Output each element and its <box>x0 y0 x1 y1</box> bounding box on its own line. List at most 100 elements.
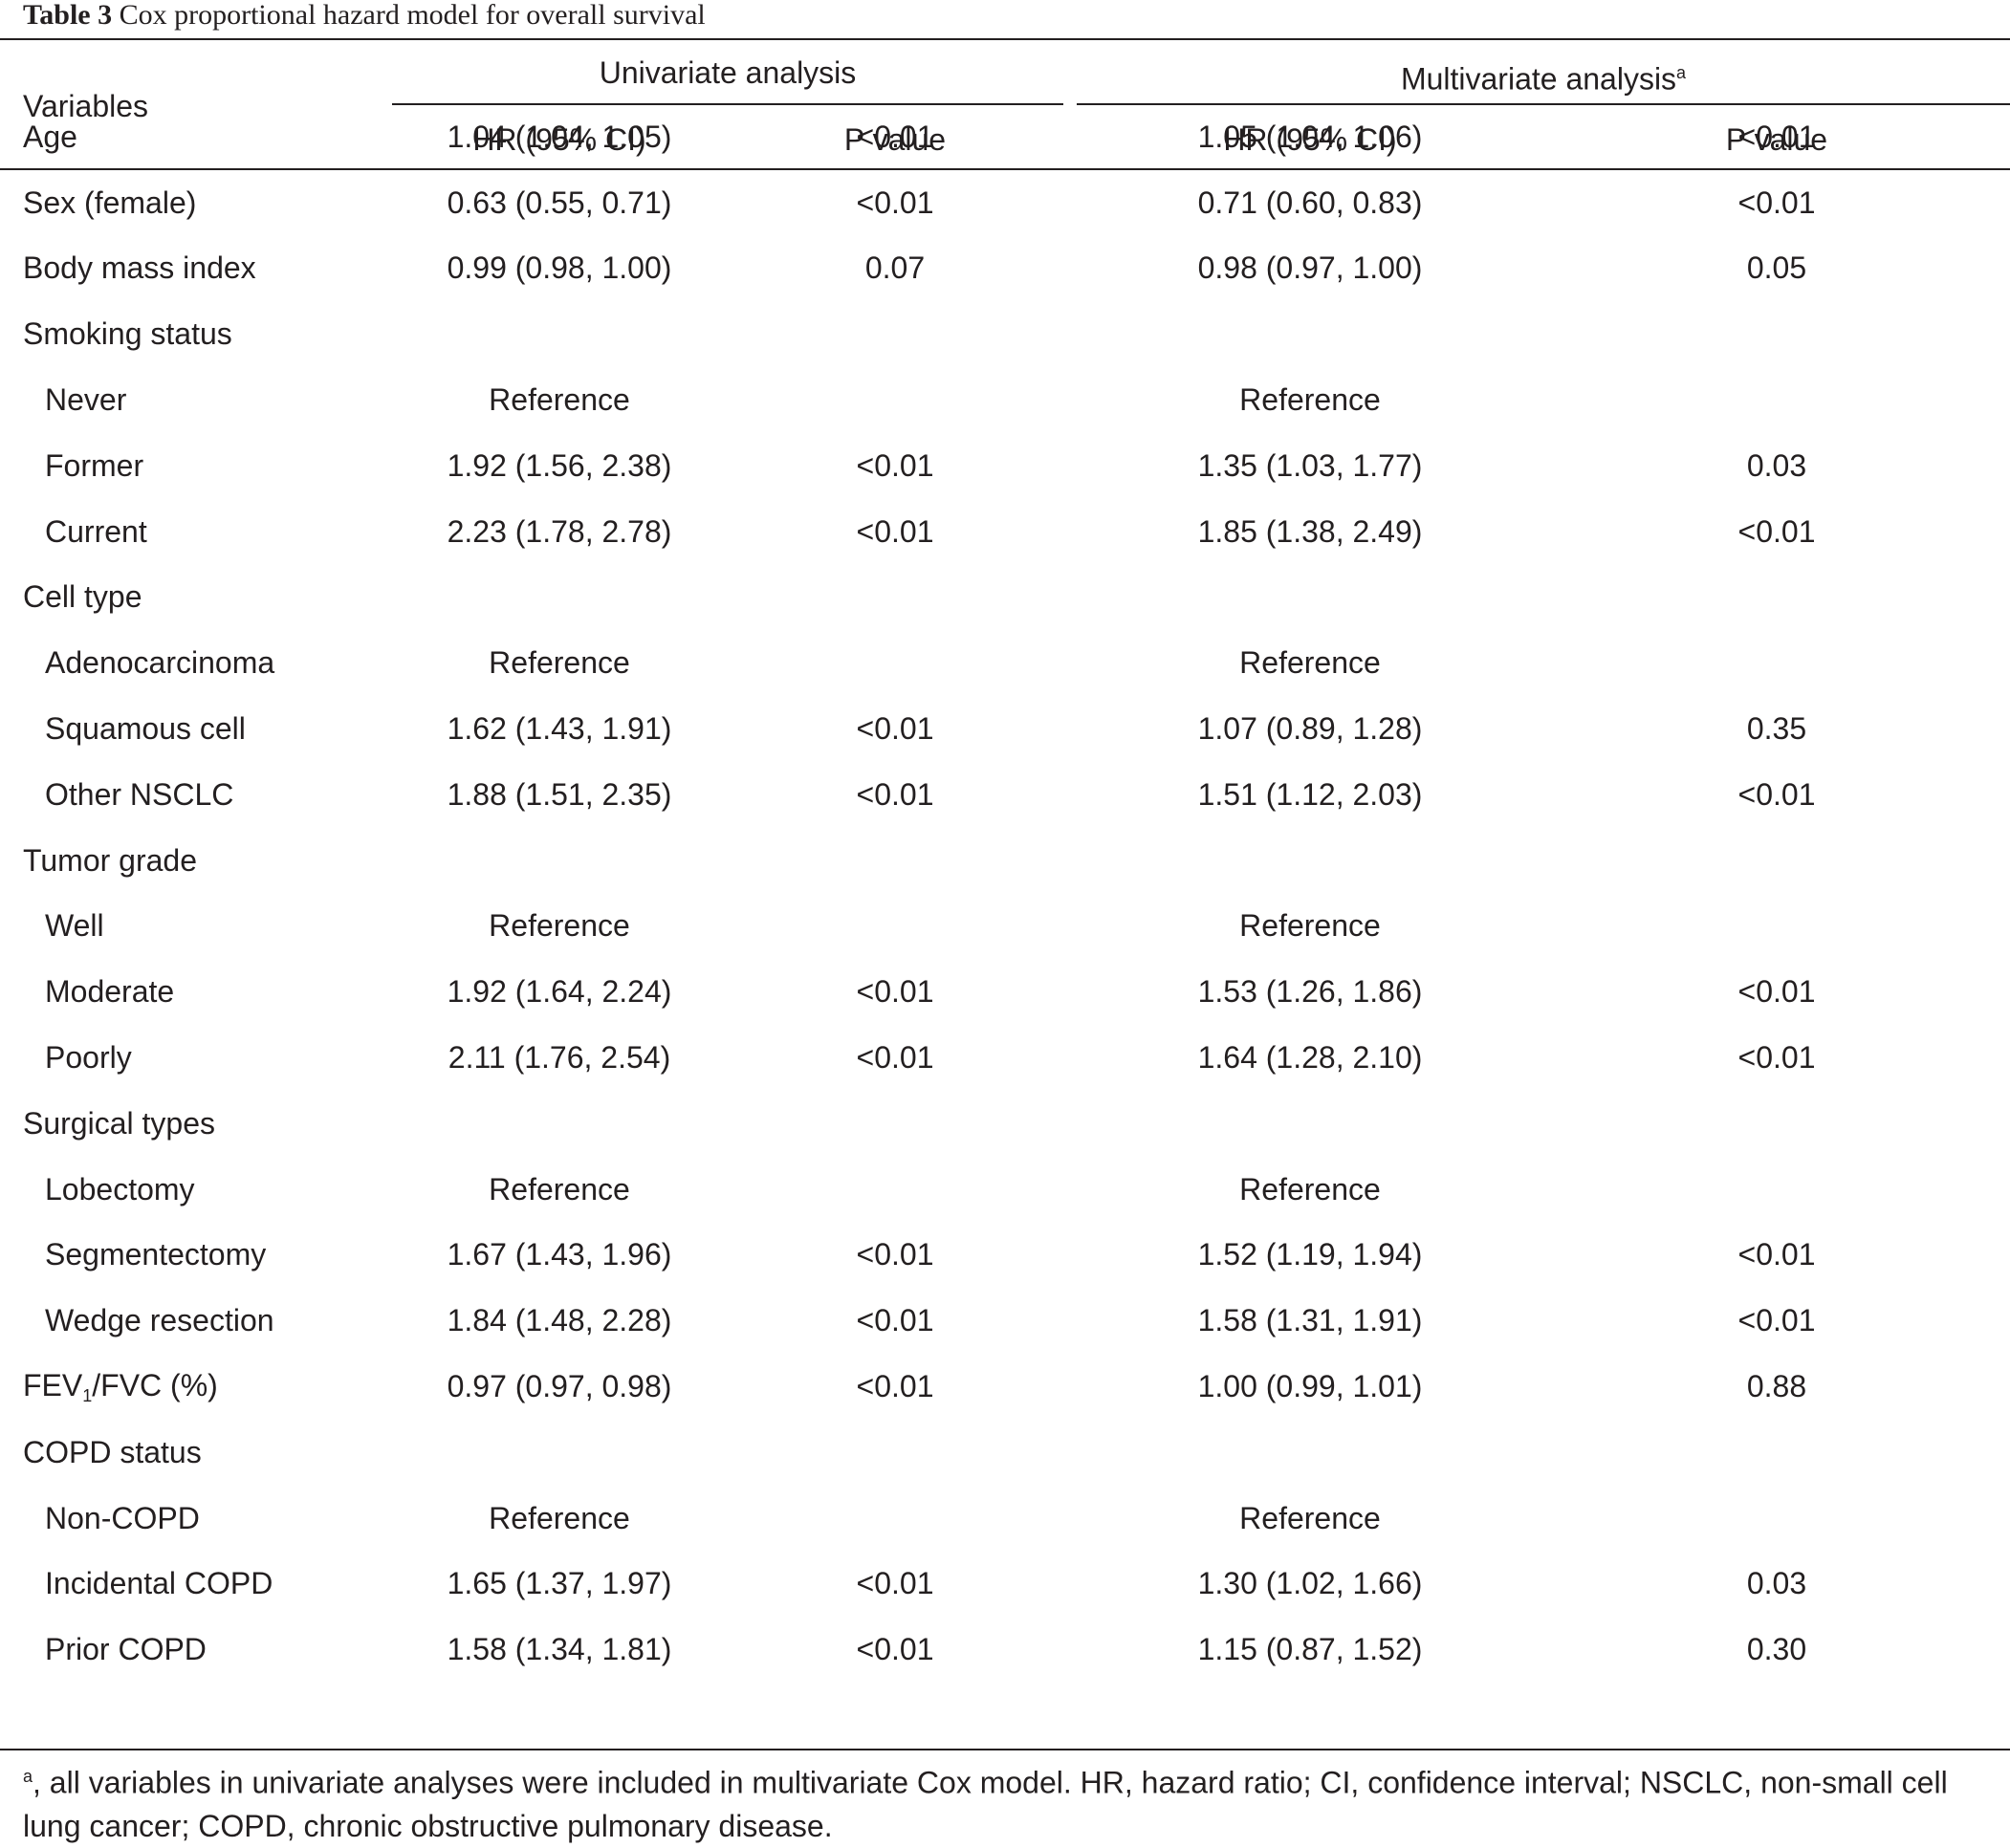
multi-hr-cell: 1.15 (0.87, 1.52) <box>1197 1632 1423 1667</box>
variable-cell: Age <box>0 104 392 170</box>
variable-name: COPD status <box>23 1434 202 1469</box>
gap-cell <box>1063 1223 1077 1289</box>
multi-hr-cell <box>1077 301 1543 367</box>
uni-p-cell: <0.01 <box>856 447 934 483</box>
bottom-rule <box>0 1749 2010 1750</box>
variable-subscript: 1 <box>82 1385 93 1405</box>
variable-name: Prior COPD <box>45 1632 207 1667</box>
uni-hr-cell: 1.67 (1.43, 1.96) <box>447 1237 672 1272</box>
variable-name: Cell type <box>23 579 142 615</box>
gap-cell <box>1063 959 1077 1025</box>
multi-hr-cell: 1.52 (1.19, 1.94) <box>1197 1237 1423 1272</box>
table-row: COPD status <box>0 1420 2010 1486</box>
variable-name: Age <box>23 119 77 154</box>
uni-hr-cell: 0.63 (0.55, 0.71) <box>447 185 672 220</box>
multi-hr-cell: 1.05 (1.04, 1.06) <box>1197 119 1423 154</box>
multi-p-cell: <0.01 <box>1737 1040 1816 1076</box>
multi-p-cell <box>1543 1157 2010 1223</box>
multi-hr-cell: 1.30 (1.02, 1.66) <box>1197 1566 1423 1601</box>
multi-p-cell: 0.88 <box>1746 1369 1807 1404</box>
uni-hr-cell: 1.92 (1.64, 2.24) <box>447 974 672 1010</box>
gap-cell <box>1063 433 1077 499</box>
header-multivariate: Multivariate analysisa <box>1077 55 2010 97</box>
multi-hr-cell <box>1077 565 1543 631</box>
table-body: Age 1.04 (1.04, 1.05) <0.01 1.05 (1.04, 1.0… <box>0 104 2010 1683</box>
multi-p-cell <box>1543 565 2010 631</box>
table-row: Incidental COPD 1.65 (1.37, 1.97) <0.01 1.3… <box>0 1552 2010 1618</box>
uni-hr-cell: 2.23 (1.78, 2.78) <box>447 513 672 549</box>
variable-cell: Adenocarcinoma <box>0 630 392 696</box>
uni-hr-cell: Reference <box>489 1500 630 1535</box>
variable-name: Well <box>45 908 104 944</box>
multi-hr-cell: 1.07 (0.89, 1.28) <box>1197 711 1423 747</box>
table-row: Never Reference Reference <box>0 367 2010 433</box>
multi-p-cell: <0.01 <box>1737 185 1816 220</box>
variable-name: Squamous cell <box>45 711 246 747</box>
variable-name: FEV <box>23 1367 83 1402</box>
multi-hr-cell: 1.51 (1.12, 2.03) <box>1197 776 1423 812</box>
multi-p-cell: 0.05 <box>1746 250 1807 286</box>
uni-p-cell: 0.07 <box>864 250 926 286</box>
variable-name: Smoking status <box>23 316 232 352</box>
multi-p-cell: <0.01 <box>1737 119 1816 154</box>
table-label: Table 3 <box>23 0 113 31</box>
variable-cell: Never <box>0 367 392 433</box>
uni-p-cell <box>727 1486 1063 1552</box>
variable-cell: Smoking status <box>0 301 392 367</box>
multi-hr-cell: Reference <box>1239 645 1381 681</box>
variable-cell: Tumor grade <box>0 828 392 894</box>
header-multivariate-marker: a <box>1676 63 1687 82</box>
multi-p-cell: 0.30 <box>1746 1632 1807 1667</box>
gap-cell <box>1063 565 1077 631</box>
header-multivariate-label: Multivariate analysis <box>1400 61 1677 97</box>
gap-cell <box>1063 170 1077 236</box>
multi-p-cell: 0.03 <box>1746 447 1807 483</box>
variable-cell: COPD status <box>0 1420 392 1486</box>
multi-p-cell <box>1543 1091 2010 1157</box>
uni-hr-cell: 1.04 (1.04, 1.05) <box>447 119 672 154</box>
multi-hr-cell: Reference <box>1239 1500 1381 1535</box>
uni-hr-cell <box>392 828 727 894</box>
results-table: Age 1.04 (1.04, 1.05) <0.01 1.05 (1.04, 1.0… <box>0 104 2010 1683</box>
footnote-text: , all variables in univariate analyses w… <box>23 1765 1948 1843</box>
uni-hr-cell: 0.97 (0.97, 0.98) <box>447 1369 672 1404</box>
variable-cell: FEV1/FVC (%) <box>0 1354 392 1420</box>
table-row: Surgical types <box>0 1091 2010 1157</box>
table-row: Sex (female) 0.63 (0.55, 0.71) <0.01 0.71 (… <box>0 170 2010 236</box>
variable-suffix: /FVC (%) <box>92 1367 218 1402</box>
table-row: Age 1.04 (1.04, 1.05) <0.01 1.05 (1.04, 1.0… <box>0 104 2010 170</box>
multi-hr-cell: 1.35 (1.03, 1.77) <box>1197 447 1423 483</box>
table-row: Cell type <box>0 565 2010 631</box>
table-title: Cox proportional hazard model for overal… <box>119 0 706 31</box>
table-row: FEV1/FVC (%) 0.97 (0.97, 0.98) <0.01 1.00 (… <box>0 1354 2010 1420</box>
multi-hr-cell: 1.53 (1.26, 1.86) <box>1197 974 1423 1010</box>
gap-cell <box>1063 1486 1077 1552</box>
uni-p-cell <box>727 301 1063 367</box>
table-row: Moderate 1.92 (1.64, 2.24) <0.01 1.53 (1.26… <box>0 959 2010 1025</box>
multi-p-cell <box>1543 1420 2010 1486</box>
uni-p-cell: <0.01 <box>856 1632 934 1667</box>
multi-p-cell: <0.01 <box>1737 1303 1816 1338</box>
gap-cell <box>1063 367 1077 433</box>
gap-cell <box>1063 1354 1077 1420</box>
gap-cell <box>1063 1420 1077 1486</box>
table-row: Well Reference Reference <box>0 894 2010 960</box>
multi-hr-cell: 1.85 (1.38, 2.49) <box>1197 513 1423 549</box>
uni-p-cell: <0.01 <box>856 119 934 154</box>
variable-name: Sex (female) <box>23 185 197 220</box>
multi-p-cell: <0.01 <box>1737 513 1816 549</box>
uni-p-cell: <0.01 <box>856 1369 934 1404</box>
uni-hr-cell: 1.65 (1.37, 1.97) <box>447 1566 672 1601</box>
multi-hr-cell: 0.98 (0.97, 1.00) <box>1197 250 1423 286</box>
uni-p-cell: <0.01 <box>856 974 934 1010</box>
variable-name: Surgical types <box>23 1105 215 1141</box>
table-row: Body mass index 0.99 (0.98, 1.00) 0.07 0.98… <box>0 236 2010 302</box>
variable-name: Other NSCLC <box>45 776 234 812</box>
table-row: Current 2.23 (1.78, 2.78) <0.01 1.85 (1.38,… <box>0 499 2010 565</box>
gap-cell <box>1063 828 1077 894</box>
variable-cell: Other NSCLC <box>0 762 392 828</box>
header-univariate: Univariate analysis <box>599 55 857 90</box>
multi-p-cell <box>1543 894 2010 960</box>
variable-name: Lobectomy <box>45 1171 195 1207</box>
multi-hr-cell <box>1077 1091 1543 1157</box>
